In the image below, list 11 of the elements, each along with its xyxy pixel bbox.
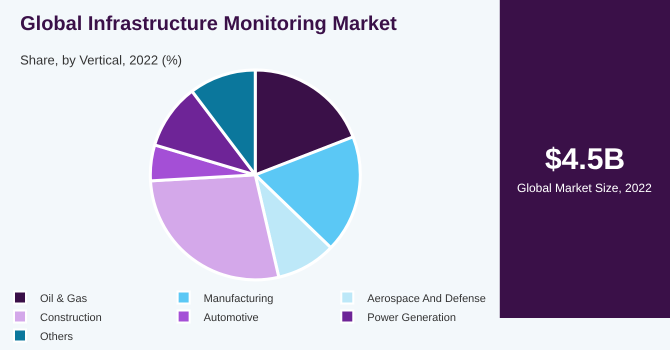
chart-subtitle: Share, by Vertical, 2022 (%) (20, 52, 182, 68)
legend-label: Others (40, 330, 74, 343)
legend-label: Aerospace And Defense (367, 292, 486, 305)
legend-label: Manufacturing (204, 292, 274, 305)
legend-label: Construction (40, 312, 102, 324)
legend-label: Power Generation (367, 312, 456, 324)
text: $4.5B (545, 143, 626, 176)
legend-label: Oil & Gas (40, 292, 88, 305)
chart-title: Global Infrastructure Monitoring Market (20, 12, 398, 35)
text: Global Market Size, 2022 (517, 181, 652, 195)
legend-label: Automotive (204, 312, 259, 324)
